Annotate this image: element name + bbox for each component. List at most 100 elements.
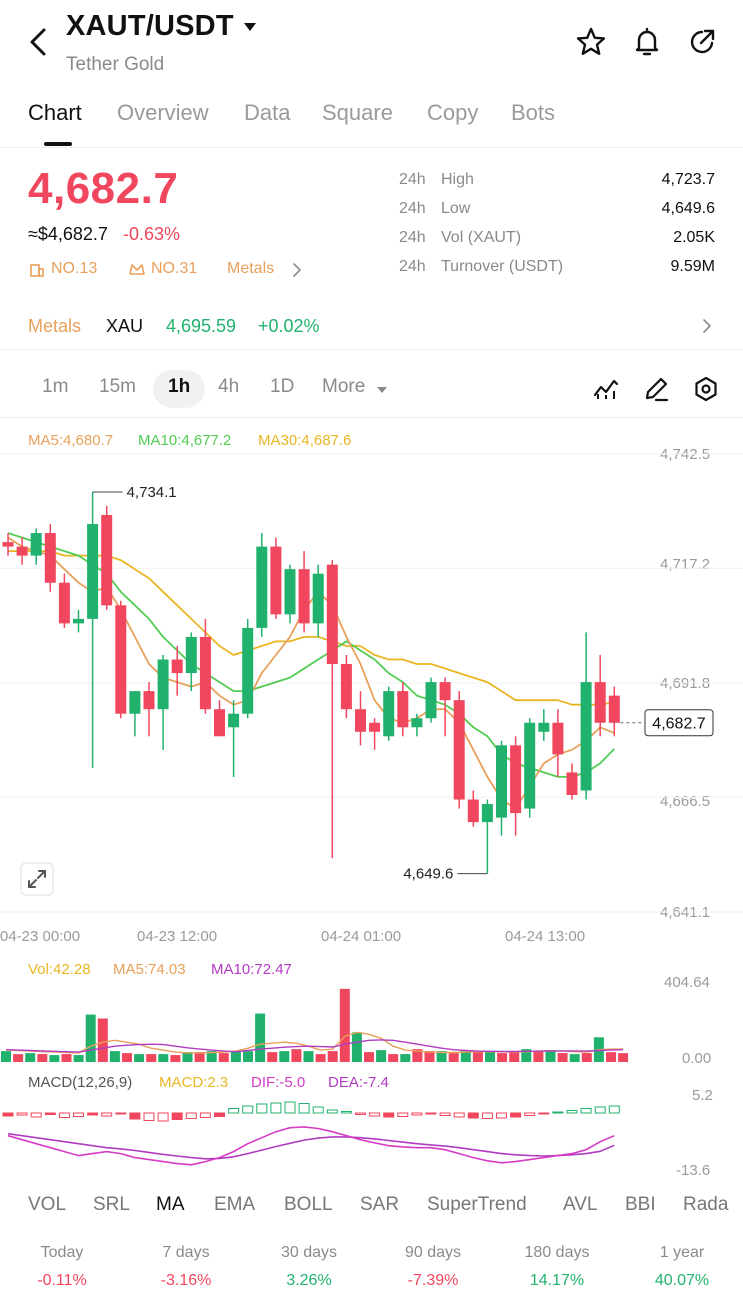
related-price: 4,695.59: [166, 316, 237, 336]
interval-toolbar: 1m 15m 1h 4h 1D More: [0, 362, 743, 418]
candle-body: [439, 682, 451, 701]
last-price: 4,682.7: [28, 164, 179, 213]
candle-body: [284, 569, 296, 615]
bell-icon[interactable]: [631, 26, 663, 58]
candle: [256, 533, 268, 637]
candle: [73, 609, 84, 633]
candle: [453, 691, 465, 809]
volume-bar: [73, 1055, 84, 1062]
related-change: +0.02%: [258, 316, 320, 336]
macd-histogram-bar: [284, 1101, 296, 1114]
volume-bar: [581, 1053, 592, 1062]
candle-body: [608, 695, 620, 723]
pair-subtitle: Tether Gold: [66, 54, 165, 75]
candle-body: [214, 709, 225, 737]
tab-square[interactable]: Square: [322, 100, 393, 125]
vol-legend: Vol:42.28: [28, 961, 91, 978]
candle-body: [425, 682, 437, 719]
volume-bar: [85, 1014, 96, 1062]
tab-overview[interactable]: Overview: [117, 100, 209, 125]
macd-histogram-bar: [214, 1112, 225, 1117]
tab-bots[interactable]: Bots: [511, 100, 556, 125]
interval-more[interactable]: More: [322, 376, 366, 397]
macd-axis-tick: 5.2: [692, 1087, 713, 1104]
indicator-ema[interactable]: EMA: [214, 1194, 256, 1215]
candle: [340, 654, 352, 719]
indicator-supertrend[interactable]: SuperTrend: [427, 1194, 527, 1215]
chevron-right-icon[interactable]: [288, 261, 306, 279]
perf-30d: 30 days 3.26%: [280, 1244, 338, 1289]
indicator-bbi[interactable]: BBI: [625, 1194, 656, 1215]
macd-histogram-bar: [369, 1112, 381, 1117]
draw-pencil-icon[interactable]: [642, 375, 670, 403]
indicator-ma[interactable]: MA: [156, 1194, 185, 1215]
macd-histogram-bar: [171, 1112, 183, 1120]
macd-histogram-bar: [101, 1112, 113, 1117]
candle-body: [510, 745, 522, 814]
time-axis-tick: 04-24 01:00: [321, 928, 402, 945]
pair-title[interactable]: XAUT/USDT: [66, 10, 234, 42]
volume-bar: [618, 1053, 629, 1062]
interval-4h[interactable]: 4h: [218, 376, 240, 397]
indicator-sar[interactable]: SAR: [360, 1194, 400, 1215]
interval-15m[interactable]: 15m: [99, 376, 136, 397]
macd-histogram-bar: [44, 1112, 56, 1115]
volume-bar: [279, 1051, 290, 1062]
active-tab-indicator: [44, 142, 72, 146]
caret-down-icon[interactable]: [242, 20, 258, 34]
volume-bar: [158, 1054, 169, 1062]
chart-grid: [0, 453, 743, 913]
candle: [115, 600, 127, 719]
indicator-chart-icon[interactable]: [592, 375, 620, 403]
candles: [2, 491, 620, 874]
candle-body: [411, 718, 423, 728]
tab-chart[interactable]: Chart: [28, 100, 82, 125]
volume-bar: [400, 1054, 411, 1062]
interval-1m[interactable]: 1m: [42, 376, 69, 397]
share-icon[interactable]: [686, 26, 718, 58]
candle: [355, 691, 366, 746]
macd-histogram-bar: [256, 1103, 268, 1114]
star-icon[interactable]: [575, 26, 607, 58]
settings-icon[interactable]: [692, 375, 720, 403]
stat-turnover-value: 9.59M: [670, 258, 715, 275]
macd-histogram-bar: [242, 1105, 254, 1114]
category-link[interactable]: Metals: [227, 260, 275, 277]
candle-body: [538, 722, 550, 732]
macd-histogram-bar: [608, 1105, 620, 1114]
macd-histogram-bar: [566, 1110, 578, 1114]
indicator-boll[interactable]: BOLL: [284, 1194, 333, 1215]
indicator-rada[interactable]: Rada: [683, 1194, 729, 1215]
indicator-vol[interactable]: VOL: [28, 1194, 67, 1215]
active-interval-highlight: [153, 370, 205, 408]
last-price-tag: 4,682.7: [652, 716, 705, 733]
candle: [2, 533, 14, 556]
back-arrow-icon[interactable]: [22, 24, 56, 60]
interval-1h[interactable]: 1h: [168, 376, 191, 397]
macd-histogram-bar: [73, 1112, 84, 1117]
vol-axis-tick: 0.00: [682, 1050, 712, 1067]
volume-ma10-line: [5, 1039, 624, 1053]
interval-1d[interactable]: 1D: [270, 376, 295, 397]
indicator-avl[interactable]: AVL: [563, 1194, 598, 1215]
ma5-legend: MA5:4,680.7: [28, 432, 114, 449]
tab-data[interactable]: Data: [244, 100, 291, 125]
indicator-srl[interactable]: SRL: [93, 1194, 130, 1215]
caret-down-icon[interactable]: [375, 384, 389, 396]
volume-bar: [351, 1032, 362, 1062]
macd-histogram-bar: [143, 1112, 155, 1121]
candle: [44, 524, 56, 592]
rank-badge-2[interactable]: NO.31: [151, 260, 198, 277]
candle: [383, 686, 395, 741]
volume-bar: [146, 1054, 157, 1062]
related-asset-row[interactable]: Metals XAU 4,695.59 +0.02%: [0, 304, 743, 350]
rank-badge-1[interactable]: NO.13: [51, 260, 98, 277]
tab-copy[interactable]: Copy: [427, 100, 479, 125]
macd-histogram-bar: [510, 1112, 522, 1118]
chevron-right-icon[interactable]: [698, 317, 716, 335]
macd-histogram-bar: [411, 1112, 423, 1116]
candlestick-chart[interactable]: 4,734.1 4,649.6 4,682.7: [0, 420, 743, 930]
macd-axis-tick: -13.6: [676, 1162, 711, 1179]
fullscreen-expand-icon[interactable]: [20, 862, 54, 896]
volume-bar: [303, 1051, 314, 1062]
